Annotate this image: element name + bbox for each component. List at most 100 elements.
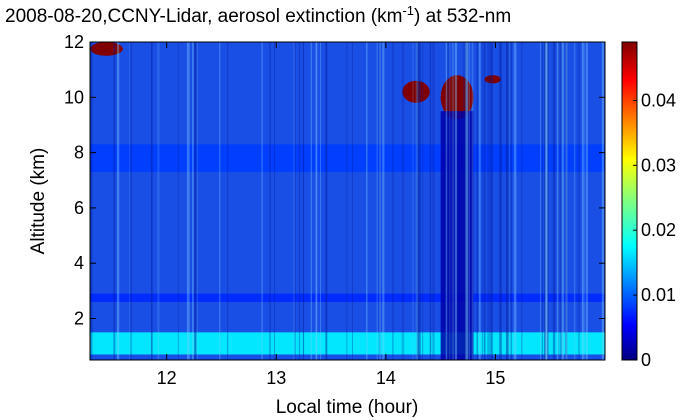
signal-streak (508, 42, 510, 360)
signal-streak (274, 42, 276, 360)
signal-streak (379, 42, 381, 360)
signal-streak (476, 42, 478, 360)
signal-streak (378, 42, 381, 360)
signal-streak (577, 42, 581, 360)
x-axis-ticks: 12 13 14 15 (157, 42, 505, 388)
signal-streak (415, 42, 419, 360)
signal-streak (471, 42, 474, 360)
signal-streak (451, 42, 454, 360)
signal-streak (499, 42, 502, 360)
signal-streak (302, 42, 304, 360)
y-axis-ticks: 2 4 6 8 10 12 (64, 32, 605, 329)
x-tick-label: 14 (376, 368, 396, 388)
signal-streak (544, 42, 548, 360)
signal-streak (432, 42, 435, 360)
signal-streak (573, 42, 576, 360)
signal-streak (418, 42, 421, 360)
signal-streak (505, 42, 509, 360)
signal-streak (320, 42, 321, 360)
signal-streak (227, 42, 229, 360)
signal-streak (196, 42, 198, 360)
plot-frame (89, 41, 606, 361)
colorbar-tick-label: 0.01 (641, 285, 676, 305)
signal-streak (556, 42, 559, 360)
signal-streak (465, 42, 469, 360)
y-tick-label: 6 (74, 198, 84, 218)
signal-streak (552, 42, 556, 360)
signal-streak (565, 42, 568, 360)
y-tick-label: 12 (64, 32, 84, 52)
feature-aerosol-layer-2 (90, 144, 605, 172)
colorbar-ticks: 0 0.01 0.02 0.03 0.04 (633, 90, 676, 370)
signal-streak (401, 42, 405, 360)
signal-streak (365, 42, 368, 360)
signal-streak (261, 42, 264, 360)
y-tick-label: 8 (74, 143, 84, 163)
signal-streak (219, 42, 221, 360)
signal-streak (315, 42, 318, 360)
signal-streak (465, 42, 468, 360)
signal-streak (490, 42, 493, 360)
signal-streak (269, 42, 271, 360)
signal-streak (559, 42, 563, 360)
signal-streak (544, 42, 546, 360)
signal-streak (422, 42, 424, 360)
colorbar-tick-label: 0.04 (641, 90, 676, 110)
signal-streak (510, 42, 512, 360)
y-tick-label: 10 (64, 87, 84, 107)
signal-streak (129, 42, 130, 360)
signal-streak (194, 42, 197, 360)
signal-streak (376, 42, 379, 360)
signal-streak (293, 42, 295, 360)
signal-streak (298, 42, 301, 360)
signal-streak (521, 42, 523, 360)
colorbar-tick-label: 0.02 (641, 220, 676, 240)
signal-streak (90, 42, 93, 360)
signal-streak (412, 42, 414, 360)
signal-streak (90, 42, 92, 360)
colorbar (621, 41, 638, 361)
signal-streak (113, 42, 116, 360)
signal-streak (541, 42, 543, 360)
signal-streak (302, 42, 305, 360)
signal-streak (346, 42, 348, 360)
signal-streak (416, 42, 419, 360)
signal-streak (186, 42, 190, 360)
signal-streak (382, 42, 385, 360)
y-tick-label: 2 (74, 309, 84, 329)
plot-background (90, 42, 605, 360)
signal-streak (177, 42, 179, 360)
x-tick-label: 15 (485, 368, 505, 388)
signal-streak (478, 42, 481, 360)
feature-cloud-4 (402, 80, 430, 103)
x-tick-label: 12 (157, 368, 177, 388)
signal-streak (487, 42, 490, 360)
streaks-layer (90, 42, 605, 360)
feature-attenuated-region-7 (440, 111, 474, 360)
chart-title: 2008-08-20,CCNY-Lidar, aerosol extinctio… (5, 3, 511, 27)
signal-streak (116, 42, 120, 360)
chart-title-suffix: ) at 532-nm (414, 6, 511, 27)
y-axis-label: Altitude (km) (28, 148, 49, 255)
signal-streak (325, 42, 328, 360)
signal-streak (603, 42, 605, 360)
signal-streak (130, 42, 132, 360)
signal-streak (481, 42, 484, 360)
signal-streak (513, 42, 517, 360)
features-layer (90, 42, 605, 360)
signal-streak (454, 42, 458, 360)
signal-streak (351, 42, 353, 360)
signal-streak (546, 42, 549, 360)
signal-streak (445, 42, 448, 360)
y-tick-label: 4 (74, 253, 84, 273)
signal-streak (150, 42, 153, 360)
signal-streak (310, 42, 312, 360)
chart-title-prefix: 2008-08-20,CCNY-Lidar, aerosol extinctio… (5, 6, 402, 27)
signal-streak (192, 42, 194, 360)
feature-cloud-6 (484, 75, 501, 84)
signal-streak (131, 42, 133, 360)
signal-streak (585, 42, 589, 360)
plot-area (90, 42, 605, 360)
x-axis-label: Local time (hour) (276, 397, 419, 418)
signal-streak (601, 42, 604, 360)
